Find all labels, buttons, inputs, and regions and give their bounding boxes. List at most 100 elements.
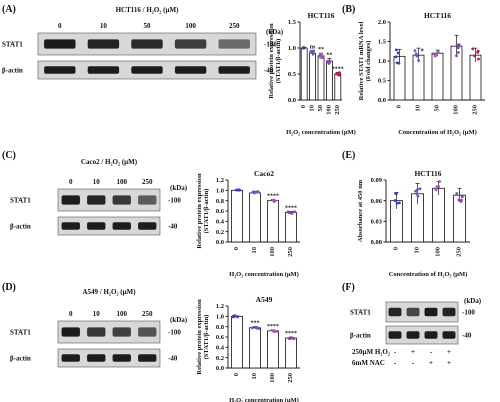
- data-point: [456, 46, 460, 50]
- y-tick-label: 0.0: [378, 97, 386, 104]
- y-tick-label: 2.0: [378, 19, 386, 26]
- data-point: [477, 57, 480, 61]
- blot-band: [424, 307, 438, 317]
- bar: [285, 337, 297, 369]
- data-point: [288, 336, 292, 340]
- chart-title: HCT116: [414, 169, 441, 178]
- data-point: [457, 43, 461, 47]
- y-tick-label: 0.0: [216, 239, 224, 246]
- data-point: [398, 201, 401, 205]
- blot-band: [61, 195, 80, 205]
- blot-row-label: β-actin: [2, 67, 23, 75]
- bar: [231, 315, 243, 369]
- y-tick-label: 0.2: [216, 229, 224, 236]
- blot-band: [174, 66, 207, 74]
- y-tick-label: 1.0: [288, 45, 296, 52]
- y-tick-label: 0.8: [216, 324, 225, 331]
- data-point: [394, 191, 398, 195]
- data-point: [438, 180, 442, 183]
- data-point: [460, 195, 464, 199]
- data-point: [252, 191, 256, 195]
- blot-band: [44, 66, 76, 74]
- x-tick-label: 100: [435, 247, 442, 257]
- lane-label: 250: [142, 310, 153, 318]
- x-axis-label: H₂O₂ concentration (μM): [229, 271, 299, 278]
- lane-label: 100: [117, 178, 128, 186]
- data-point: [393, 199, 397, 202]
- significance-label: **: [318, 47, 324, 53]
- blot-row-label: β-actin: [10, 223, 31, 231]
- blot-header: A549 / H₂O₂ (μM): [82, 288, 136, 296]
- data-point: [256, 190, 260, 194]
- x-tick-label: 250: [472, 105, 479, 115]
- x-tick-label: 0: [233, 247, 240, 250]
- blot-band: [131, 66, 163, 74]
- blot-band: [424, 331, 438, 339]
- blot-band: [138, 222, 157, 230]
- lane-label: 10: [100, 22, 108, 30]
- data-point: [273, 329, 276, 333]
- blot-strip: [385, 325, 459, 345]
- y-axis-label-line: (Fold changes): [365, 41, 372, 82]
- kda-unit: (kDa): [266, 28, 284, 36]
- bar: [285, 212, 297, 243]
- x-tick-label: 100: [269, 373, 276, 383]
- treatment-sign: +: [429, 359, 433, 367]
- blot-row-label: STAT1: [350, 309, 371, 317]
- treatment-sign: -: [394, 348, 397, 356]
- y-tick-label: 0.8: [216, 198, 225, 205]
- x-tick-label: 250: [334, 105, 341, 115]
- x-tick-label: 0: [233, 373, 240, 376]
- kda-marker: -100: [462, 309, 475, 317]
- y-axis-label: Absorbance at 450 nm: [357, 179, 364, 242]
- blot-band: [138, 354, 157, 362]
- x-tick-label: 100: [453, 105, 460, 115]
- y-tick-label: 1.0: [216, 188, 224, 195]
- data-point: [420, 48, 424, 52]
- significance-label: ***: [251, 321, 260, 327]
- significance-label: ****: [267, 324, 279, 330]
- blot-band: [87, 354, 106, 362]
- blot-row-label: STAT1: [2, 41, 23, 49]
- blot-band: [112, 222, 131, 230]
- y-axis-label: Relative protein expression(STAT1/β-acti…: [196, 173, 210, 249]
- y-tick-label: 0.06: [371, 198, 383, 205]
- data-point: [414, 52, 418, 56]
- blot-band: [218, 39, 250, 49]
- bar-chart-b: HCT116 0.0 0.5 1.0 1.5 2.0 Relative STAT1 mRNA…: [358, 11, 485, 136]
- bar-chart-a: HCT116 0.0 0.5 1.0 1.5 Relative protein expre…: [268, 11, 356, 136]
- data-point: [471, 47, 475, 51]
- x-tick-label: 250: [287, 247, 294, 257]
- bar: [249, 327, 261, 369]
- blot-band: [61, 354, 80, 362]
- data-point: [255, 325, 258, 329]
- blot-row-label: STAT1: [10, 329, 31, 337]
- y-tick-label: 1.2: [216, 303, 224, 310]
- data-point: [335, 72, 339, 76]
- panel-label-a: (A): [2, 4, 16, 15]
- data-point: [418, 187, 422, 191]
- data-point: [394, 55, 398, 59]
- blot-band: [112, 327, 131, 337]
- y-tick-label: 1.0: [216, 314, 224, 321]
- bar: [300, 47, 308, 101]
- data-point: [293, 210, 296, 214]
- chart-title: HCT116: [424, 11, 451, 20]
- data-point: [434, 188, 438, 192]
- bar: [431, 52, 444, 101]
- blot-strip: [57, 188, 161, 212]
- lane-label: 50: [144, 22, 152, 30]
- y-axis-label-line: Relative STAT1 mRNA level: [358, 21, 365, 100]
- y-tick-label: 0.4: [216, 345, 225, 352]
- bar: [309, 52, 317, 101]
- data-point: [257, 327, 261, 331]
- x-tick-label: 100: [325, 105, 332, 115]
- data-point: [457, 198, 461, 202]
- lane-label: 250: [142, 178, 153, 186]
- kda-marker: -40: [462, 332, 472, 340]
- x-tick-label: 100: [269, 247, 276, 257]
- data-point: [435, 185, 439, 188]
- lane-label: 100: [117, 310, 128, 318]
- blot-band: [44, 39, 76, 49]
- data-point: [287, 211, 291, 215]
